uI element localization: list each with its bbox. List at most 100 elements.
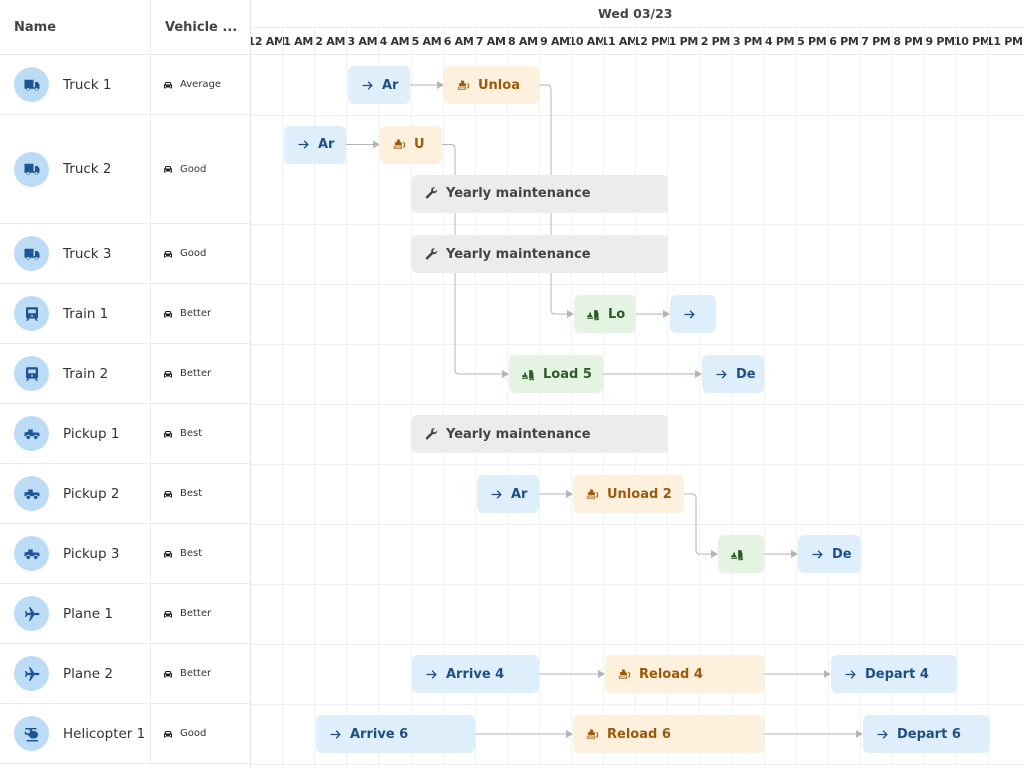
car-icon xyxy=(162,488,180,500)
resource-name-cell: Plane 1 xyxy=(0,584,150,643)
task-bar-load[interactable] xyxy=(718,535,764,573)
task-bar-load[interactable]: Lo xyxy=(574,295,636,333)
task-bar-arrive[interactable]: Ar xyxy=(348,66,410,104)
vehicle-condition: Good xyxy=(180,163,207,175)
vehicle-condition: Better xyxy=(180,668,212,679)
task-bar-load[interactable]: Load 5 xyxy=(509,355,603,393)
car-icon xyxy=(162,608,180,620)
task-bar-arrive[interactable]: Arrive 6 xyxy=(316,715,475,753)
resource-row[interactable]: Pickup 1 Best xyxy=(0,404,250,464)
resource-row[interactable]: Truck 1 Average xyxy=(0,55,250,115)
vehicle-condition: Better xyxy=(180,308,212,319)
timeline[interactable]: Wed 03/23 12 AM 1 AM 2 AM 3 AM 4 AM 5 AM 6 AM 7… xyxy=(251,0,1024,768)
resource-row[interactable]: Truck 2 Good xyxy=(0,115,250,224)
vehicle-condition-cell: Good xyxy=(150,115,250,223)
wrench-icon xyxy=(424,427,446,442)
task-bar-maintenance[interactable]: Yearly maintenance xyxy=(412,235,668,273)
task-label: Load 5 xyxy=(543,366,592,382)
resource-row[interactable]: Plane 2 Better xyxy=(0,644,250,704)
task-bar-arrive[interactable]: De xyxy=(798,535,861,573)
hour-label: 6 AM xyxy=(443,35,474,48)
plane-icon xyxy=(14,596,49,631)
resource-row[interactable]: Pickup 3 Best xyxy=(0,524,250,584)
resource-name-cell: Plane 2 xyxy=(0,644,150,703)
car-icon xyxy=(162,368,180,380)
grid-column-line xyxy=(988,28,990,768)
pickup-icon xyxy=(14,476,49,511)
grid-column-line xyxy=(667,28,669,768)
column-header-name[interactable]: Name xyxy=(14,20,57,35)
truck-icon xyxy=(14,67,49,102)
resource-row[interactable]: Train 2 Better xyxy=(0,344,250,404)
car-icon xyxy=(162,428,180,440)
car-icon xyxy=(162,308,180,320)
task-bar-arrive[interactable] xyxy=(670,295,716,333)
resource-name: Train 2 xyxy=(63,365,109,382)
bulldozer-icon xyxy=(456,78,478,93)
task-bar-arrive[interactable]: Depart 4 xyxy=(831,655,957,693)
task-label: Lo xyxy=(608,306,626,322)
resource-name-cell: Pickup 3 xyxy=(0,524,150,583)
grid-column-line xyxy=(956,28,958,768)
grid-column-line xyxy=(346,28,348,768)
task-bar-arrive[interactable]: Arrive 4 xyxy=(412,655,539,693)
grid-row-line xyxy=(251,284,1024,285)
task-label: Unloa xyxy=(478,77,520,93)
column-header-vehicle[interactable]: Vehicle ... xyxy=(150,0,250,55)
resource-row[interactable]: Plane 1 Better xyxy=(0,584,250,644)
task-label: Ar xyxy=(511,486,528,502)
task-bar-unload[interactable]: Reload 6 xyxy=(573,715,764,753)
task-bar-arrive[interactable]: Depart 6 xyxy=(863,715,990,753)
vehicle-condition-cell: Good xyxy=(150,224,250,283)
resource-row[interactable]: Helicopter 1 Good xyxy=(0,704,250,764)
grid-row-line xyxy=(251,524,1024,525)
pickup-icon xyxy=(14,416,49,451)
resource-name-cell: Truck 1 xyxy=(0,55,150,114)
grid-column-line xyxy=(314,28,316,768)
arrow-right-icon xyxy=(328,727,350,742)
hour-label: 4 AM xyxy=(379,35,410,48)
helicopter-icon xyxy=(14,716,49,751)
grid-column-line xyxy=(442,28,444,768)
grid-column-line xyxy=(699,28,701,768)
resource-row[interactable]: Truck 3 Good xyxy=(0,224,250,284)
task-bar-maintenance[interactable]: Yearly maintenance xyxy=(412,415,668,453)
task-bar-maintenance[interactable]: Yearly maintenance xyxy=(412,174,668,213)
hour-label: 12 PM xyxy=(632,35,670,48)
resource-row[interactable]: Train 1 Better xyxy=(0,284,250,344)
grid-column-line xyxy=(635,28,637,768)
grid-column-line xyxy=(924,28,926,768)
arrow-right-icon xyxy=(714,367,736,382)
hour-label: 10 PM xyxy=(953,35,991,48)
resource-row[interactable]: Pickup 2 Best xyxy=(0,464,250,524)
task-bar-arrive[interactable]: De xyxy=(702,355,764,393)
hour-label: 11 AM xyxy=(600,35,638,48)
resource-name: Train 1 xyxy=(63,305,109,322)
bulldozer-icon xyxy=(392,137,414,152)
bulldozer-icon xyxy=(585,487,607,502)
hour-label: 10 AM xyxy=(568,35,606,48)
truck-icon xyxy=(14,151,49,187)
resource-name-cell: Truck 3 xyxy=(0,224,150,283)
vehicle-condition: Good xyxy=(180,248,207,259)
vehicle-condition: Good xyxy=(180,728,207,739)
task-bar-arrive[interactable]: Ar xyxy=(477,475,539,513)
task-bar-arrive[interactable]: Ar xyxy=(284,125,346,164)
wrench-icon xyxy=(424,186,446,201)
vehicle-condition: Better xyxy=(180,608,212,619)
task-label: De xyxy=(736,366,756,382)
arrow-right-icon xyxy=(489,487,511,502)
grid-column-line xyxy=(282,28,284,768)
forklift-icon xyxy=(586,307,608,322)
task-bar-unload[interactable]: Unload 2 xyxy=(573,475,684,513)
vehicle-condition: Best xyxy=(180,488,203,499)
grid-column-line xyxy=(538,28,540,768)
task-bar-unload[interactable]: Unloa xyxy=(444,66,539,104)
task-bar-unload[interactable]: Reload 4 xyxy=(605,655,764,693)
task-label: Arrive 4 xyxy=(446,666,505,682)
resource-name-cell: Helicopter 1 xyxy=(0,704,150,763)
resource-name-cell: Pickup 1 xyxy=(0,404,150,463)
task-bar-unload[interactable]: U xyxy=(380,125,442,164)
arrow-right-icon xyxy=(682,307,704,322)
hour-label: 8 PM xyxy=(893,35,923,48)
